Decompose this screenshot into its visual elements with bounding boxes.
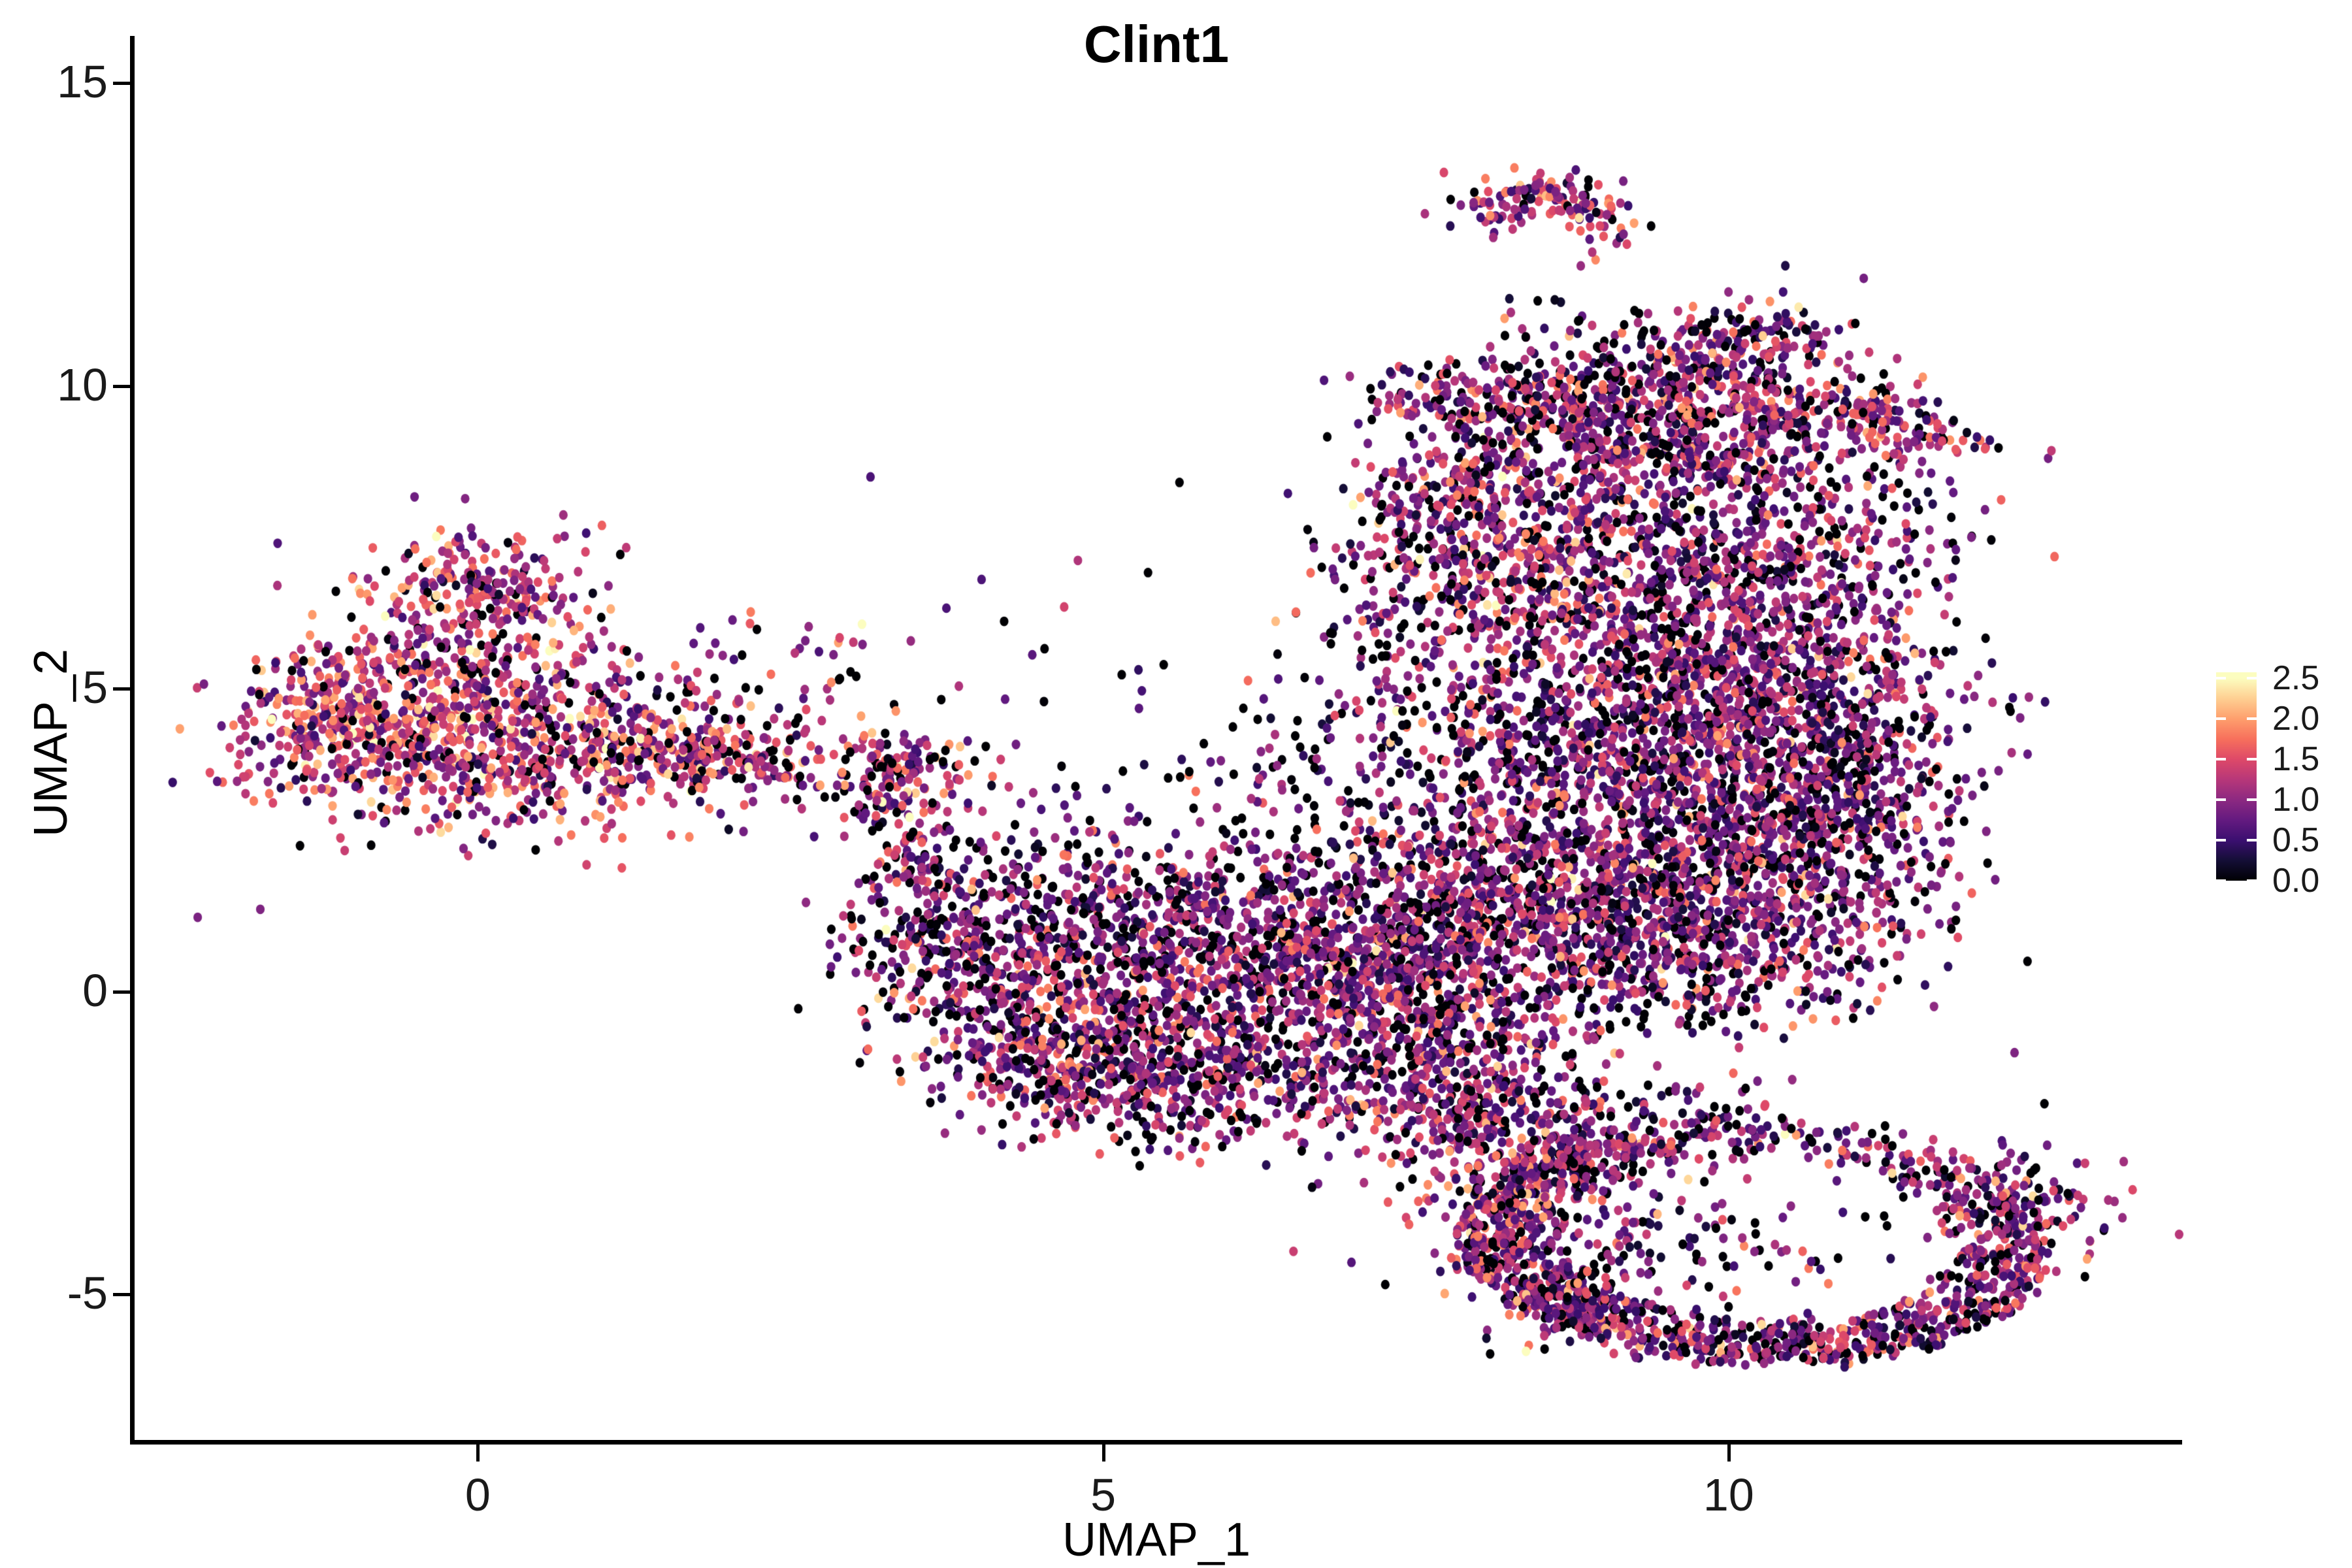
legend-tick: [2247, 879, 2257, 882]
y-tick: [113, 687, 130, 691]
y-axis-title: UMAP_2: [25, 648, 77, 838]
legend-tick: [2247, 677, 2257, 680]
y-tick: [113, 1293, 130, 1297]
legend-tick-label: 1.0: [2272, 781, 2320, 819]
y-tick-label: -5: [67, 1267, 108, 1319]
legend-tick: [2247, 717, 2257, 721]
legend-tick: [2216, 798, 2226, 802]
y-tick-label: 10: [57, 359, 108, 410]
x-axis-title: UMAP_1: [1062, 1514, 1251, 1566]
y-axis-line: [130, 36, 135, 1445]
x-axis-line: [130, 1440, 2182, 1445]
legend-tick: [2247, 798, 2257, 802]
x-tick-label: 0: [465, 1469, 491, 1520]
legend-gradient-bar: [2216, 672, 2257, 881]
legend-tick: [2216, 717, 2226, 721]
legend-tick: [2247, 839, 2257, 842]
legend-tick: [2216, 677, 2226, 680]
y-tick: [113, 990, 130, 994]
y-tick-label: 5: [82, 662, 108, 713]
x-tick: [1727, 1445, 1731, 1462]
legend-tick: [2247, 758, 2257, 761]
y-tick: [113, 82, 130, 86]
y-tick-label: 15: [57, 56, 108, 108]
legend-tick: [2216, 879, 2226, 882]
legend-tick: [2216, 839, 2226, 842]
legend-tick-label: 0.5: [2272, 821, 2320, 860]
legend-tick-label: 2.0: [2272, 700, 2320, 738]
page-title: Clint1: [1083, 15, 1230, 73]
x-tick: [476, 1445, 480, 1462]
legend-tick-label: 2.5: [2272, 659, 2320, 698]
legend-tick-label: 1.5: [2272, 740, 2320, 779]
legend-tick-label: 0.0: [2272, 862, 2320, 900]
y-tick: [113, 384, 130, 388]
legend-tick: [2216, 758, 2226, 761]
x-tick-label: 10: [1703, 1469, 1754, 1520]
x-tick-label: 5: [1090, 1469, 1117, 1520]
x-tick: [1102, 1445, 1105, 1462]
y-tick-label: 0: [82, 964, 108, 1016]
